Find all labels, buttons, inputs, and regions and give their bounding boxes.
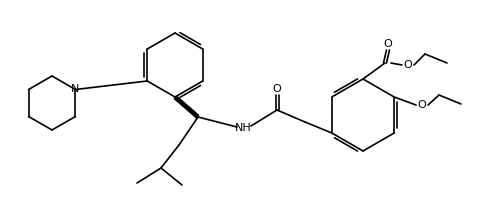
Text: O: O [418,100,427,110]
Text: O: O [273,84,281,94]
Text: O: O [384,39,393,49]
Text: NH: NH [235,123,251,133]
Text: N: N [71,84,80,94]
Text: O: O [403,60,412,70]
